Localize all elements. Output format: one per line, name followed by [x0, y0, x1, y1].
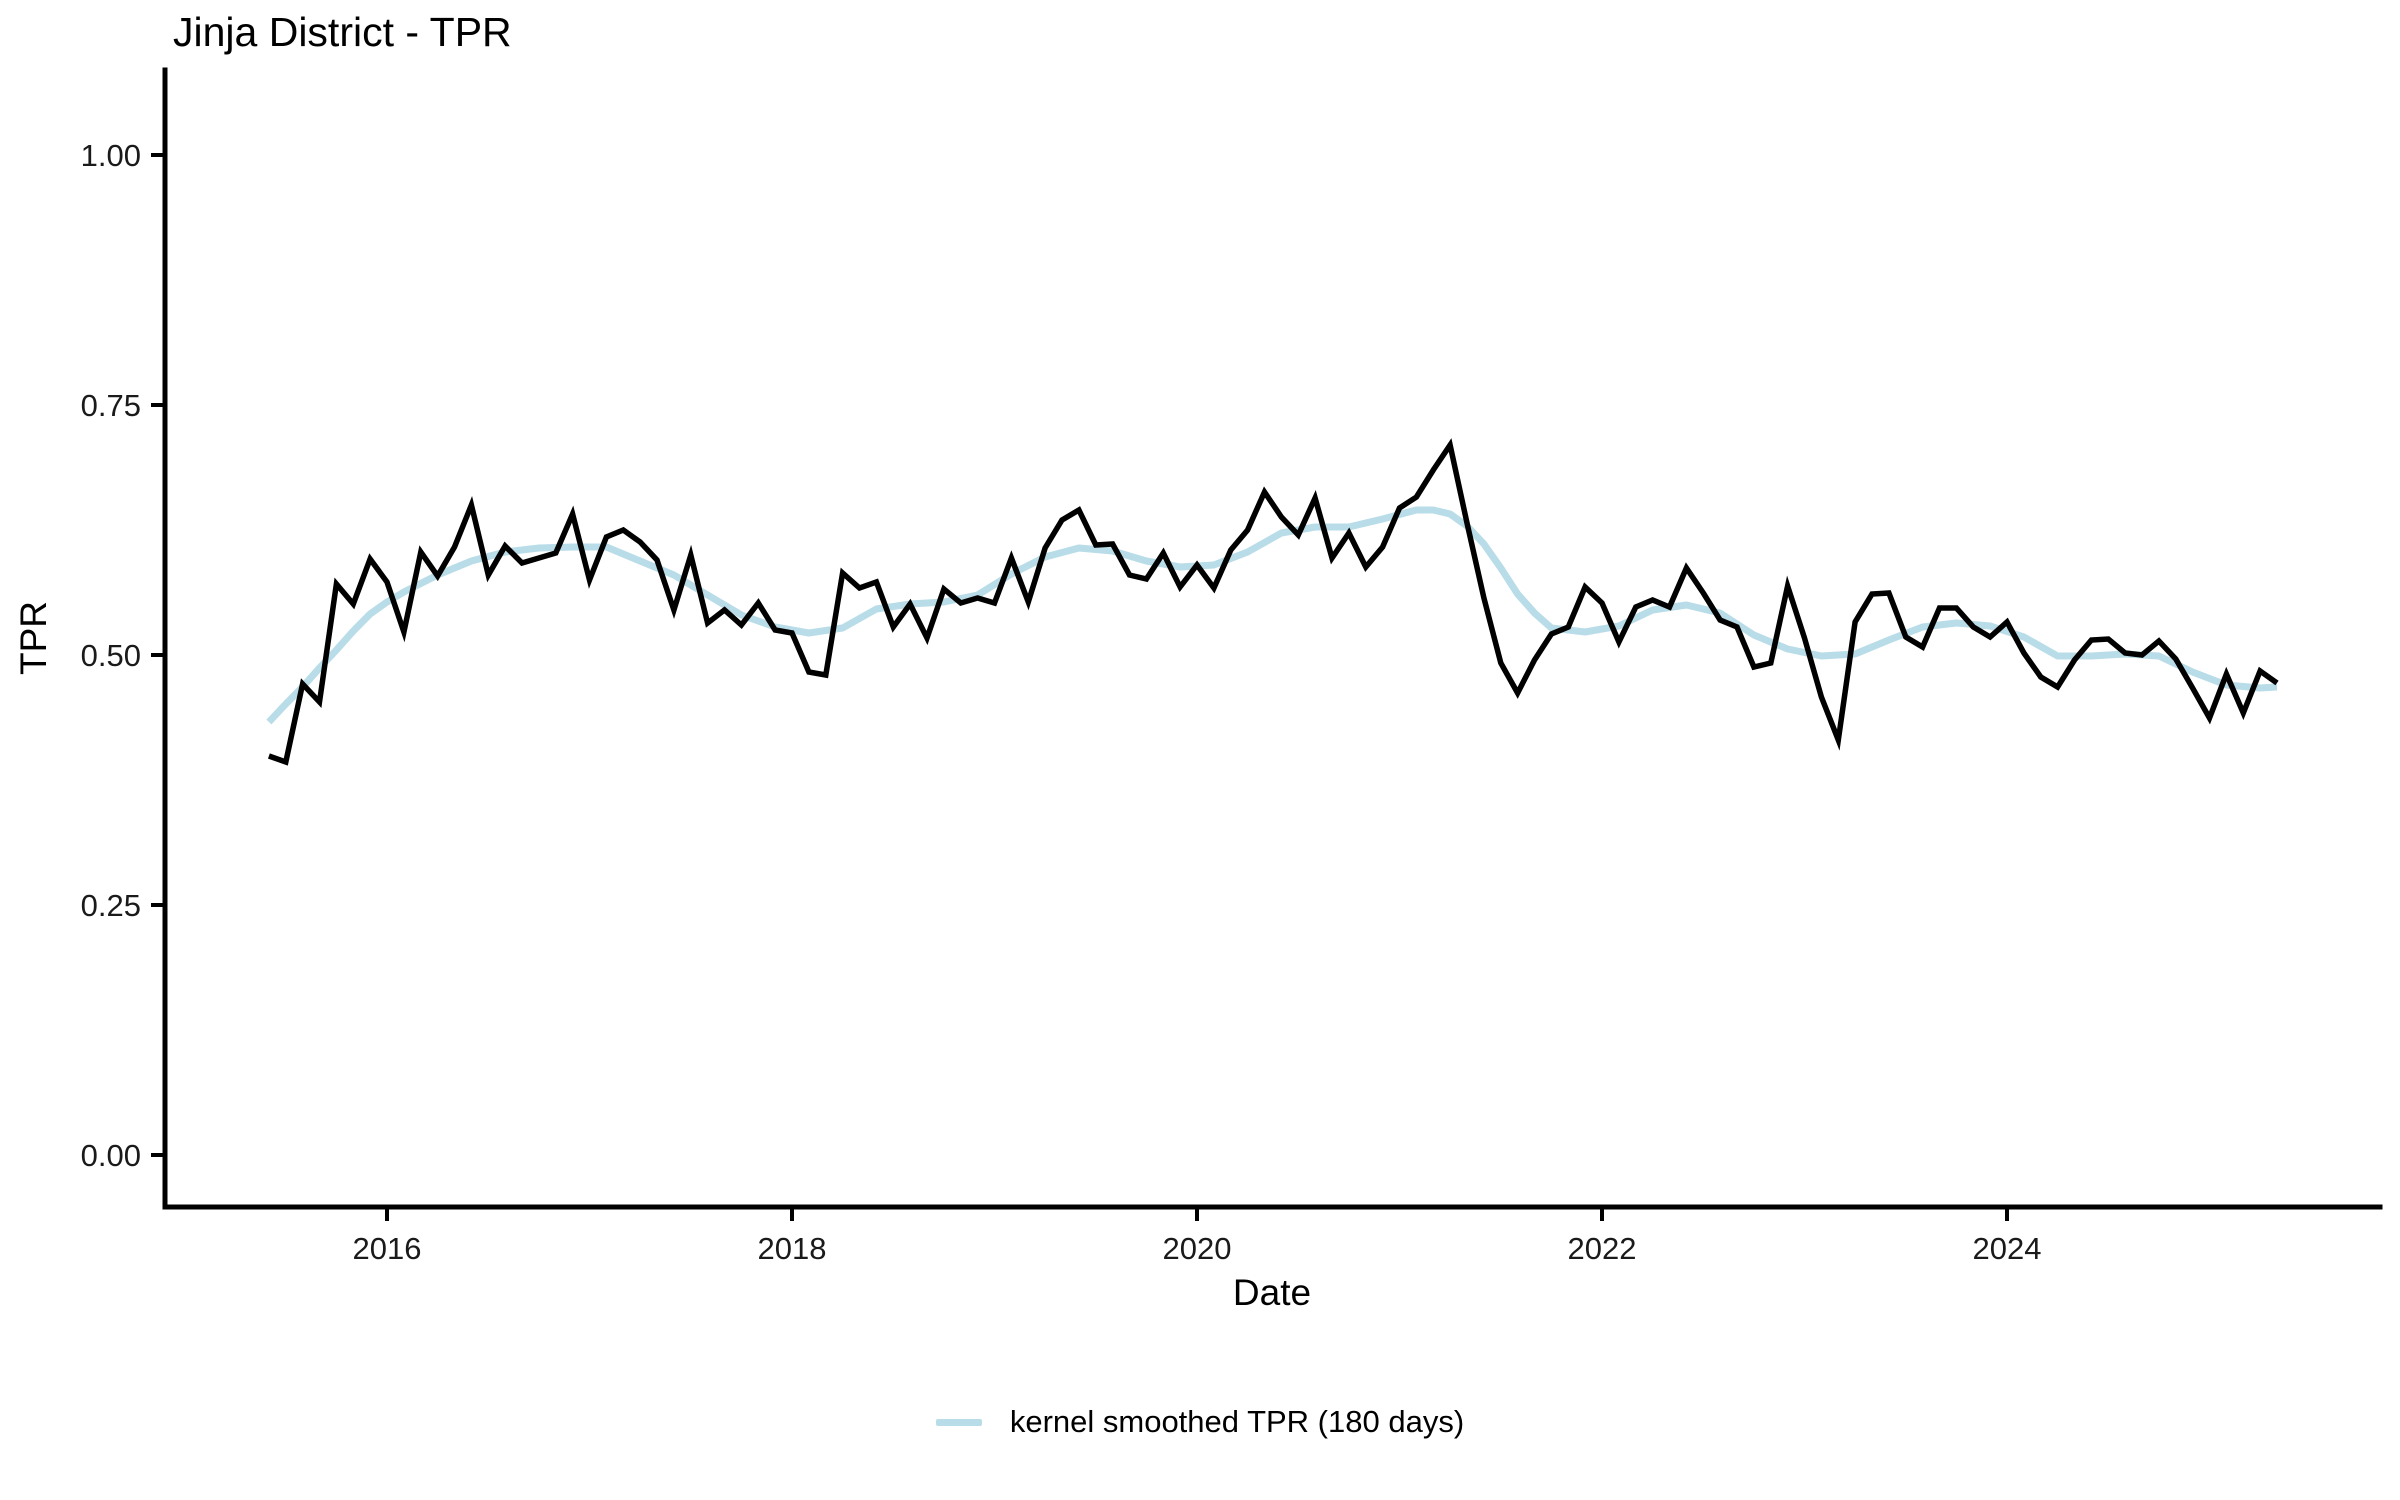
x-tick-label: 2020: [1163, 1231, 1232, 1266]
x-tick-label: 2024: [1973, 1231, 2042, 1266]
legend-label: kernel smoothed TPR (180 days): [1009, 1404, 1465, 1439]
y-axis-ticks: 0.00 0.25 0.50 0.75 1.00: [81, 138, 165, 1173]
x-tick-label: 2016: [353, 1231, 422, 1266]
y-tick-label: 0.00: [81, 1138, 141, 1173]
series-lines: [266, 438, 2279, 766]
legend-line-swatch: [935, 1418, 982, 1426]
y-tick-label: 1.00: [81, 138, 141, 173]
legend: kernel smoothed TPR (180 days): [0, 1396, 2400, 1448]
chart-title: Jinja District - TPR: [173, 9, 512, 55]
x-tick-label: 2018: [758, 1231, 827, 1266]
smoothed-tpr-line: [266, 506, 2278, 725]
y-tick-label: 0.75: [81, 388, 141, 423]
x-axis-ticks: 2016 2018 2020 2022 2024: [353, 1207, 2042, 1266]
x-tick-label: 2022: [1568, 1231, 1637, 1266]
y-tick-label: 0.50: [81, 638, 141, 673]
axes: [162, 67, 2383, 1210]
x-axis-title: Date: [1232, 1272, 1312, 1313]
y-tick-label: 0.25: [81, 888, 141, 923]
raw-tpr-line: [267, 438, 2279, 766]
